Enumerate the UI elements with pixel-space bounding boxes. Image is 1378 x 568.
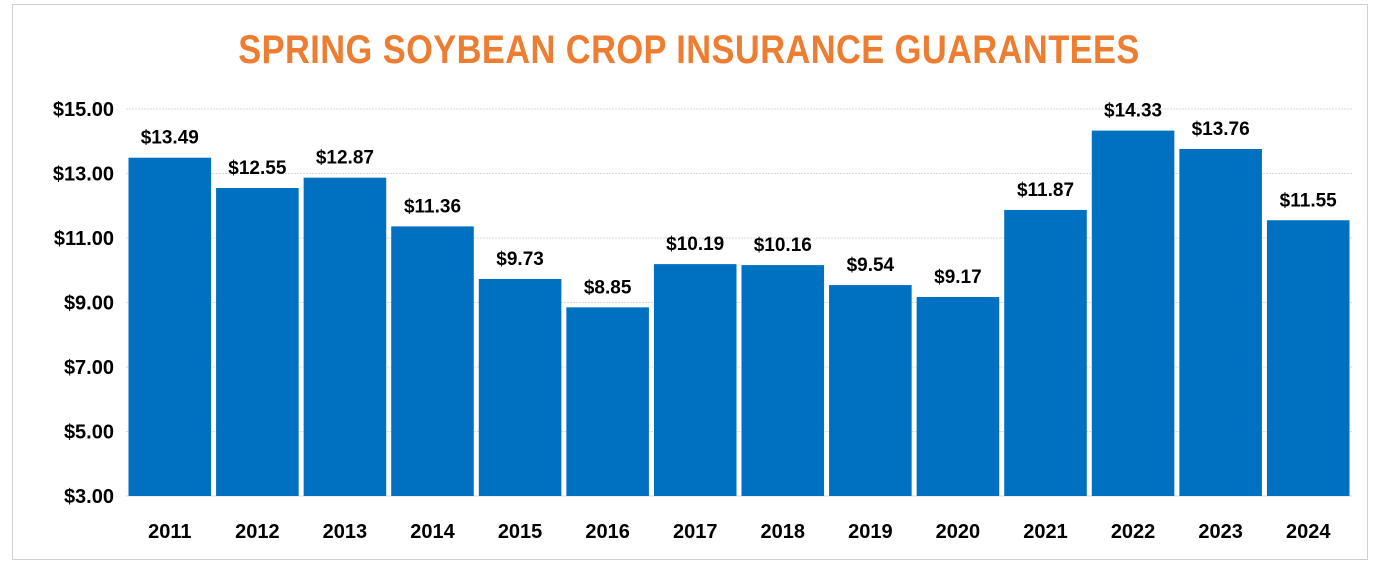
bar: [391, 226, 474, 496]
data-label: $9.54: [847, 255, 895, 276]
x-tick-label: 2011: [148, 521, 191, 543]
x-tick-label: 2020: [936, 521, 981, 543]
x-tick-label: 2018: [761, 521, 806, 543]
data-label: $9.73: [496, 249, 544, 270]
bar: [1091, 130, 1175, 497]
data-label: $13.49: [141, 128, 199, 149]
x-tick-label: 2022: [1111, 521, 1156, 543]
bar: [741, 265, 825, 496]
y-tick-label: $13.00: [53, 164, 114, 186]
data-label: $10.19: [666, 234, 724, 255]
bar: [829, 285, 912, 496]
x-tick-label: 2024: [1286, 521, 1331, 543]
x-tick-label: 2014: [410, 521, 455, 543]
data-label: $14.33: [1104, 101, 1162, 122]
data-label: $12.87: [316, 148, 374, 169]
y-tick-label: $3.00: [64, 486, 114, 508]
data-label: $9.17: [934, 267, 982, 288]
bar: [1266, 220, 1350, 496]
bar: [916, 297, 1000, 496]
bar: [128, 157, 212, 496]
data-label: $12.55: [228, 158, 287, 179]
y-tick-label: $15.00: [53, 99, 114, 121]
bar: [653, 264, 737, 496]
x-tick-label: 2016: [585, 521, 630, 543]
y-tick-label: $11.00: [54, 228, 114, 250]
y-tick-label: $5.00: [64, 422, 114, 444]
data-label: $8.85: [584, 277, 632, 298]
chart-frame: [12, 4, 1368, 560]
x-tick-label: 2012: [235, 521, 280, 543]
bar: [216, 188, 299, 496]
chart-title: SPRING SOYBEAN CROP INSURANCE GUARANTEES: [238, 28, 1140, 72]
y-tick-label: $7.00: [64, 357, 114, 379]
bar: [1004, 209, 1087, 496]
data-label: $11.87: [1017, 180, 1074, 201]
x-tick-label: 2015: [498, 521, 543, 543]
x-tick-label: 2013: [323, 521, 368, 543]
x-tick-label: 2017: [673, 521, 718, 543]
x-tick-label: 2023: [1198, 521, 1243, 543]
y-tick-label: $9.00: [64, 293, 114, 315]
data-label: $10.16: [754, 235, 812, 256]
data-label: $13.76: [1192, 119, 1250, 140]
x-tick-label: 2019: [848, 521, 893, 543]
data-label: $11.36: [404, 196, 461, 217]
x-tick-label: 2021: [1023, 521, 1068, 543]
bar: [303, 177, 387, 496]
bar: [1179, 148, 1262, 497]
data-label: $11.55: [1280, 190, 1337, 211]
bar: [478, 278, 562, 496]
bar: [566, 307, 649, 496]
